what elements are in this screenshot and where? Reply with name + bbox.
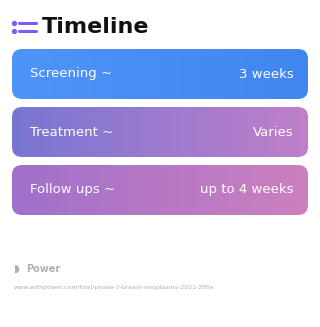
FancyBboxPatch shape	[12, 49, 308, 99]
Text: Screening ~: Screening ~	[30, 67, 112, 80]
Text: Treatment ~: Treatment ~	[30, 126, 113, 139]
Text: ◗: ◗	[14, 264, 20, 274]
Text: up to 4 weeks: up to 4 weeks	[201, 183, 294, 197]
Text: Power: Power	[26, 264, 60, 274]
Text: 3 weeks: 3 weeks	[239, 67, 294, 80]
Text: Timeline: Timeline	[42, 17, 149, 37]
Text: Varies: Varies	[253, 126, 294, 139]
FancyBboxPatch shape	[12, 165, 308, 215]
Text: www.withpower.com/trial/phase-3-breast-neoplasms-2021-2fl5e: www.withpower.com/trial/phase-3-breast-n…	[14, 284, 215, 289]
Text: Follow ups ~: Follow ups ~	[30, 183, 115, 197]
FancyBboxPatch shape	[12, 107, 308, 157]
